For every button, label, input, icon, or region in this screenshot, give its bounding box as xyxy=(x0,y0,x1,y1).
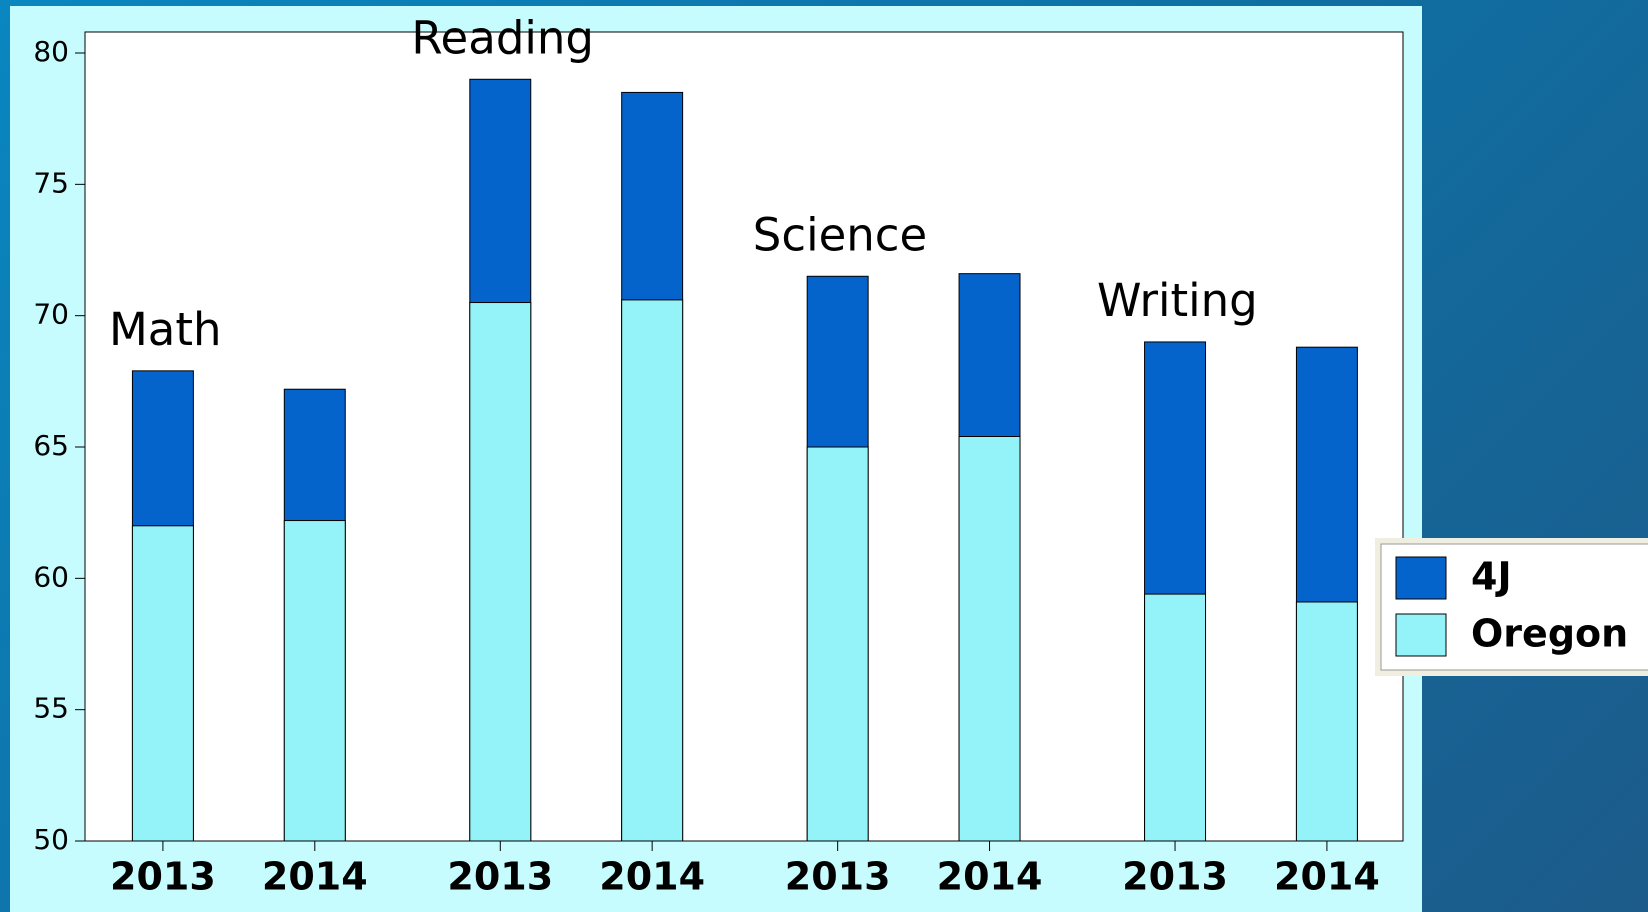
legend-label: 4J xyxy=(1471,555,1512,599)
x-tick-label: 2013 xyxy=(785,855,891,899)
bar xyxy=(469,302,532,842)
legend-label: Oregon xyxy=(1471,612,1628,656)
y-tick-label: 60 xyxy=(33,560,69,593)
group-label: Math xyxy=(109,303,222,356)
group-label: Writing xyxy=(1097,274,1258,327)
x-tick-label: 2014 xyxy=(937,855,1043,899)
y-tick-label: 50 xyxy=(33,823,69,856)
y-tick-label: 75 xyxy=(33,166,69,199)
bar xyxy=(806,446,869,842)
y-tick-label: 80 xyxy=(33,35,69,68)
bar xyxy=(1295,601,1358,842)
bar xyxy=(958,436,1021,842)
x-tick-label: 2013 xyxy=(1122,855,1228,899)
x-tick-label: 2013 xyxy=(110,855,216,899)
y-tick-label: 55 xyxy=(33,692,69,725)
group-label: Reading xyxy=(411,11,594,64)
group-label: Science xyxy=(753,208,927,261)
x-tick-label: 2014 xyxy=(1274,855,1380,899)
legend-swatch xyxy=(1395,613,1447,657)
legend-swatch xyxy=(1395,556,1447,600)
bar xyxy=(621,299,684,842)
bar xyxy=(283,520,346,842)
x-tick-label: 2014 xyxy=(262,855,368,899)
x-tick-label: 2014 xyxy=(599,855,705,899)
y-tick-label: 65 xyxy=(33,429,69,462)
bar xyxy=(131,525,194,842)
x-tick-label: 2013 xyxy=(447,855,553,899)
y-tick-label: 70 xyxy=(33,298,69,331)
bar xyxy=(1144,593,1207,842)
